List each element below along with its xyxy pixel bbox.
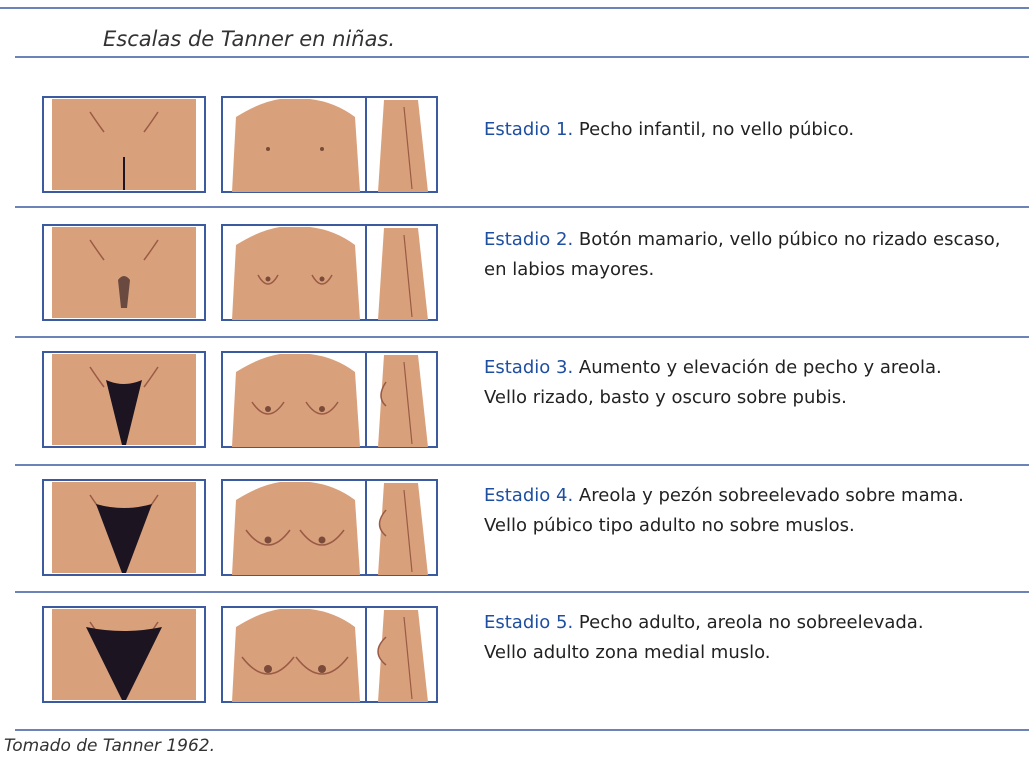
groin-line bbox=[89, 366, 159, 388]
nipple bbox=[319, 276, 325, 282]
stage-description: Vello adulto zona medial muslo. bbox=[484, 642, 771, 663]
stage-text-line: en labios mayores. bbox=[484, 255, 654, 285]
stage-description: Pecho adulto, areola no sobreelevada. bbox=[578, 612, 924, 633]
breast bbox=[245, 529, 291, 546]
side-torso bbox=[378, 610, 428, 702]
breast bbox=[251, 401, 285, 415]
torso bbox=[232, 354, 360, 447]
side-torso bbox=[378, 100, 428, 192]
stage-text-line: Vello adulto zona medial muslo. bbox=[484, 638, 771, 668]
source-note: Tomado de Tanner 1962. bbox=[4, 736, 215, 756]
stage-text-line: Estadio 4. Areola y pezón sobreelevado s… bbox=[484, 481, 964, 511]
arm-line bbox=[403, 616, 413, 700]
nipple bbox=[265, 406, 271, 412]
stage-description: Botón mamario, vello púbico no rizado es… bbox=[578, 229, 1001, 250]
torso bbox=[232, 99, 360, 192]
arm-line bbox=[403, 489, 413, 573]
torso bbox=[232, 609, 360, 702]
breast bbox=[305, 401, 339, 415]
nipple bbox=[318, 665, 326, 673]
breast bbox=[311, 274, 333, 285]
hair bbox=[106, 380, 142, 445]
stage-text-line: Vello púbico tipo adulto no sobre muslos… bbox=[484, 511, 855, 541]
arm-line bbox=[403, 361, 413, 445]
nipple bbox=[266, 147, 270, 151]
nipple bbox=[264, 536, 272, 544]
stage-description: Vello púbico tipo adulto no sobre muslos… bbox=[484, 515, 855, 536]
stage-text-line: Estadio 2. Botón mamario, vello púbico n… bbox=[484, 225, 1001, 255]
groin-line bbox=[89, 111, 159, 133]
stage-label: Estadio 3. bbox=[484, 357, 574, 378]
stage-label: Estadio 4. bbox=[484, 485, 574, 506]
nipple bbox=[320, 147, 324, 151]
breast bbox=[295, 656, 349, 675]
title: Escalas de Tanner en niñas. bbox=[103, 27, 396, 51]
side-torso bbox=[378, 228, 428, 320]
torso bbox=[232, 227, 360, 320]
side-torso bbox=[378, 483, 428, 575]
nipple bbox=[264, 665, 272, 673]
arm-line bbox=[403, 106, 413, 190]
arm-line bbox=[403, 234, 413, 318]
stage-description: Aumento y elevación de pecho y areola. bbox=[578, 357, 942, 378]
hair bbox=[96, 504, 152, 573]
stage-label: Estadio 2. bbox=[484, 229, 574, 250]
groin-line bbox=[89, 239, 159, 261]
breast bbox=[241, 656, 295, 675]
stage-text-line: Estadio 5. Pecho adulto, areola no sobre… bbox=[484, 608, 924, 638]
breast bbox=[257, 274, 279, 285]
stage-description: en labios mayores. bbox=[484, 259, 655, 280]
side-breast bbox=[380, 381, 387, 407]
nipple bbox=[265, 276, 271, 282]
stage-description: Pecho infantil, no vello púbico. bbox=[578, 119, 855, 140]
hair bbox=[118, 276, 130, 308]
stage-text-line: Vello rizado, basto y oscuro sobre pubis… bbox=[484, 383, 847, 413]
breast bbox=[299, 529, 345, 546]
stage-description: Areola y pezón sobreelevado sobre mama. bbox=[578, 485, 964, 506]
nipple bbox=[318, 536, 326, 544]
nipple bbox=[319, 406, 325, 412]
stage-label: Estadio 1. bbox=[484, 119, 574, 140]
stage-description: Vello rizado, basto y oscuro sobre pubis… bbox=[484, 387, 847, 408]
stage-text-line: Estadio 3. Aumento y elevación de pecho … bbox=[484, 353, 942, 383]
stage-label: Estadio 5. bbox=[484, 612, 574, 633]
side-torso bbox=[378, 355, 428, 447]
hair bbox=[86, 627, 162, 700]
side-breast bbox=[377, 636, 387, 666]
stage-text-line: Estadio 1. Pecho infantil, no vello púbi… bbox=[484, 115, 854, 145]
torso bbox=[232, 482, 360, 575]
side-breast bbox=[378, 509, 387, 537]
